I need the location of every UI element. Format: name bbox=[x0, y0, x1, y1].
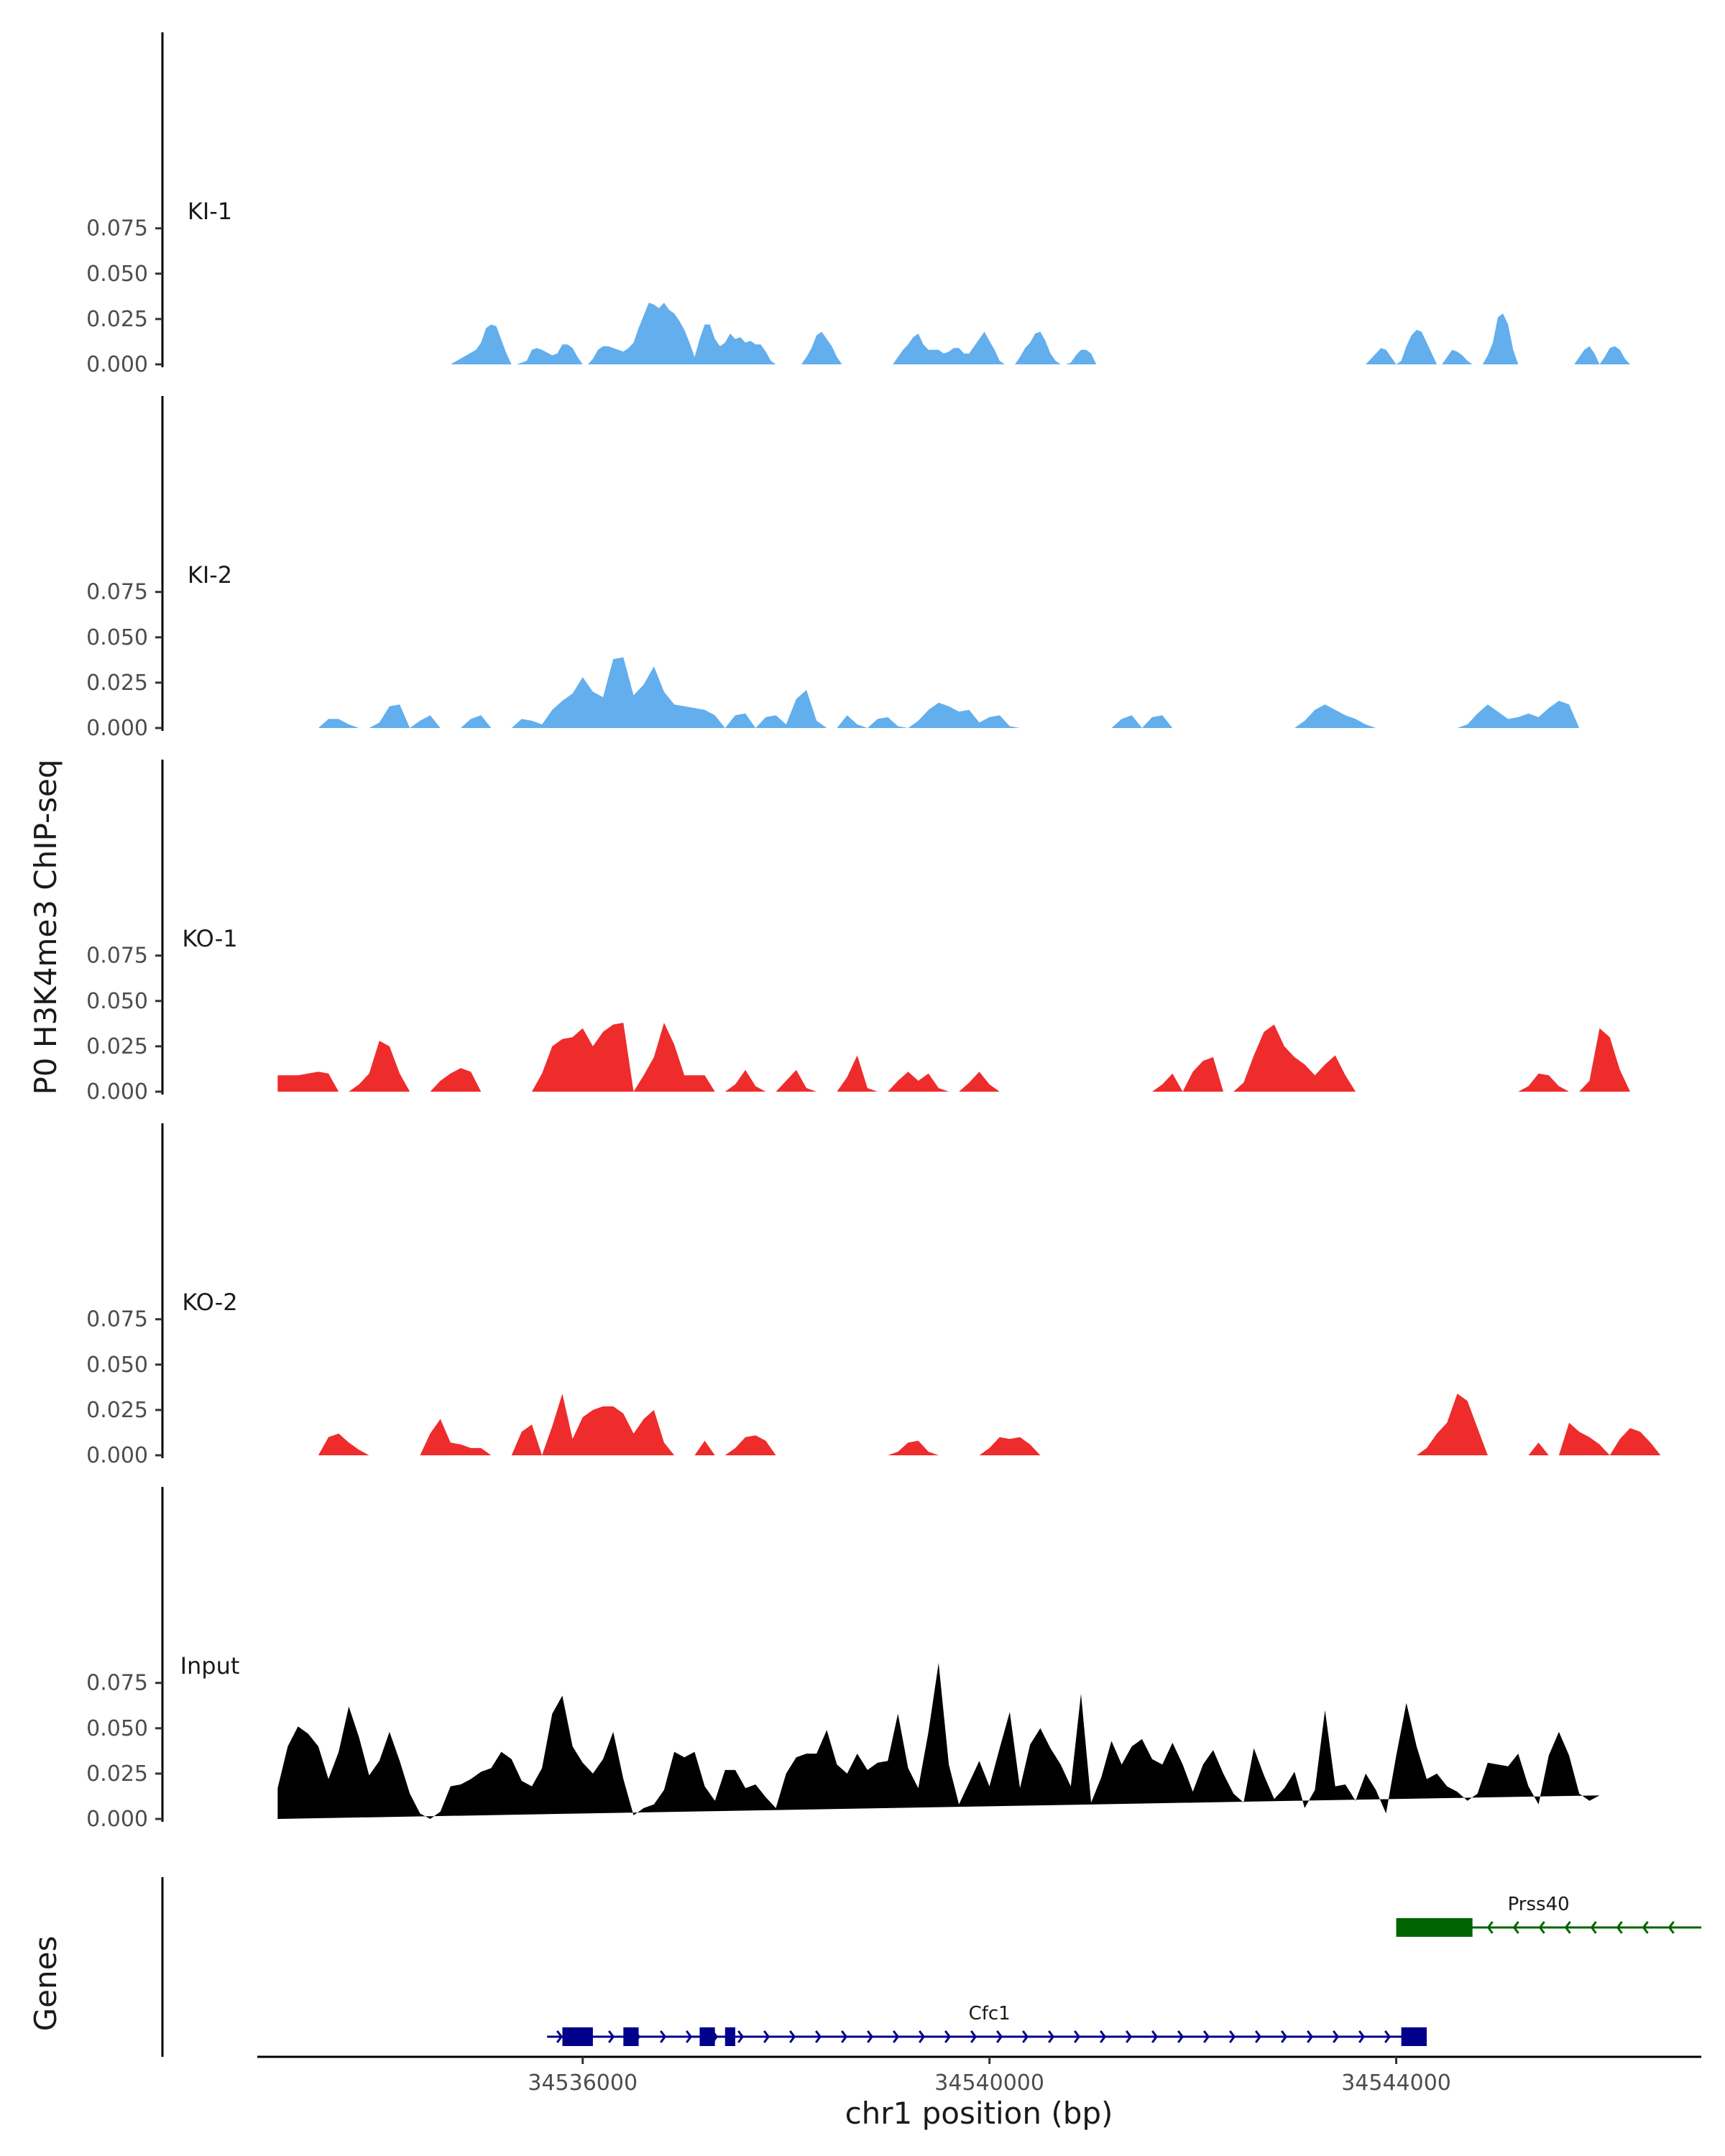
strand-arrow bbox=[608, 2030, 615, 2043]
track-label: KI-1 bbox=[188, 198, 232, 225]
strand-arrow bbox=[1229, 2030, 1236, 2043]
x-tick-label: 34544000 bbox=[1341, 2070, 1451, 2096]
exon bbox=[562, 2027, 593, 2046]
strand-arrow bbox=[763, 2030, 770, 2043]
gene-annotation-track: Prss40 Cfc1 bbox=[161, 1877, 1701, 2057]
exon bbox=[623, 2027, 639, 2046]
genes-axis-title: Genes bbox=[28, 1936, 63, 2032]
strand-arrow bbox=[1281, 2030, 1288, 2043]
x-tick-label: 34536000 bbox=[528, 2070, 638, 2096]
gene-prss40: Prss40 bbox=[1396, 1894, 1701, 1937]
strand-arrow bbox=[1616, 1921, 1623, 1934]
y-tick-label: 0.000 bbox=[86, 716, 148, 741]
coverage-area-ko-2 bbox=[318, 1393, 1661, 1455]
strand-arrow bbox=[1048, 2030, 1055, 2043]
track-label: Input bbox=[180, 1652, 240, 1680]
strand-arrow bbox=[1538, 1921, 1545, 1934]
strand-arrow bbox=[1668, 1921, 1675, 1934]
x-axis: 34536000 34540000 34544000 bbox=[257, 2055, 1701, 2096]
strand-arrow bbox=[660, 2030, 667, 2043]
y-tick-label: 0.050 bbox=[86, 625, 148, 650]
strand-arrow bbox=[867, 2030, 874, 2043]
track-ki-2: 0.000 0.025 0.050 0.075 KI-2 bbox=[86, 396, 1651, 741]
strand-arrow bbox=[1564, 1921, 1571, 1934]
track-input: 0.000 0.025 0.050 0.075 Input bbox=[86, 1487, 1600, 1832]
track-ko-1: 0.000 0.025 0.050 0.075 KO-1 bbox=[86, 760, 1671, 1105]
coverage-area-ko-1 bbox=[277, 1023, 1671, 1092]
x-axis-title: chr1 position (bp) bbox=[845, 2096, 1113, 2131]
y-tick-label: 0.000 bbox=[86, 1807, 148, 1832]
y-tick-label: 0.075 bbox=[86, 580, 148, 605]
y-tick-label: 0.000 bbox=[86, 1079, 148, 1105]
strand-arrow bbox=[1177, 2030, 1184, 2043]
y-tick-label: 0.025 bbox=[86, 307, 148, 332]
y-tick-label: 0.000 bbox=[86, 352, 148, 377]
track-label: KO-1 bbox=[182, 925, 237, 952]
strand-arrow bbox=[841, 2030, 848, 2043]
x-tick-label: 34540000 bbox=[934, 2070, 1044, 2096]
y-tick-label: 0.075 bbox=[86, 944, 148, 969]
strand-arrow bbox=[1307, 2030, 1314, 2043]
strand-arrow bbox=[815, 2030, 822, 2043]
gene-label: Prss40 bbox=[1508, 1894, 1570, 1915]
y-tick-label: 0.050 bbox=[86, 262, 148, 287]
exon bbox=[724, 2027, 735, 2046]
y-tick-label: 0.000 bbox=[86, 1443, 148, 1468]
track-ko-2: 0.000 0.025 0.050 0.075 KO-2 bbox=[86, 1123, 1661, 1468]
y-tick-label: 0.075 bbox=[86, 1671, 148, 1696]
strand-arrow bbox=[1255, 2030, 1262, 2043]
gene-cfc1: Cfc1 bbox=[547, 2003, 1427, 2046]
strand-arrow bbox=[737, 2030, 745, 2043]
strand-arrow bbox=[1151, 2030, 1159, 2043]
strand-arrow bbox=[919, 2030, 926, 2043]
strand-arrow bbox=[996, 2030, 1003, 2043]
y-tick-label: 0.025 bbox=[86, 671, 148, 696]
track-label: KI-2 bbox=[188, 561, 232, 589]
exon bbox=[1396, 1918, 1473, 1937]
y-tick-label: 0.050 bbox=[86, 989, 148, 1014]
y-tick-label: 0.050 bbox=[86, 1716, 148, 1741]
exon bbox=[1401, 2027, 1427, 2046]
coverage-area-ki-2 bbox=[318, 657, 1651, 728]
track-ki-1: 0.000 0.025 0.050 0.075 KI-1 bbox=[86, 32, 1671, 377]
strand-arrow bbox=[1203, 2030, 1210, 2043]
strand-arrow bbox=[556, 2030, 564, 2043]
track-label: KO-2 bbox=[182, 1289, 237, 1316]
strand-arrow bbox=[1022, 2030, 1029, 2043]
strand-arrow bbox=[1126, 2030, 1133, 2043]
strand-arrow bbox=[1100, 2030, 1107, 2043]
strand-arrow bbox=[1384, 2030, 1392, 2043]
coverage-area-input bbox=[277, 1662, 1600, 1819]
strand-arrow bbox=[970, 2030, 978, 2043]
strand-arrow bbox=[1486, 1921, 1494, 1934]
strand-arrow bbox=[893, 2030, 900, 2043]
y-tick-label: 0.075 bbox=[86, 216, 148, 241]
gene-label: Cfc1 bbox=[969, 2003, 1011, 2024]
strand-arrow bbox=[686, 2030, 693, 2043]
y-tick-label: 0.050 bbox=[86, 1353, 148, 1378]
strand-arrow bbox=[1512, 1921, 1519, 1934]
y-tick-label: 0.025 bbox=[86, 1761, 148, 1787]
strand-arrow bbox=[944, 2030, 952, 2043]
y-tick-label: 0.025 bbox=[86, 1034, 148, 1059]
strand-arrow bbox=[1358, 2030, 1366, 2043]
strand-arrow bbox=[1642, 1921, 1649, 1934]
coverage-tracks: 0.0000.0250.0500.075KI-10.0000.0250.0500… bbox=[86, 32, 1671, 1832]
y-axis-title: P0 H3K4me3 ChIP-seq bbox=[28, 759, 63, 1095]
coverage-area-ki-1 bbox=[450, 303, 1671, 364]
strand-arrow bbox=[789, 2030, 796, 2043]
strand-arrow bbox=[1590, 1921, 1597, 1934]
strand-arrow bbox=[1333, 2030, 1340, 2043]
strand-arrow bbox=[1074, 2030, 1081, 2043]
y-tick-label: 0.025 bbox=[86, 1398, 148, 1423]
y-tick-label: 0.075 bbox=[86, 1307, 148, 1332]
exon bbox=[699, 2027, 715, 2046]
